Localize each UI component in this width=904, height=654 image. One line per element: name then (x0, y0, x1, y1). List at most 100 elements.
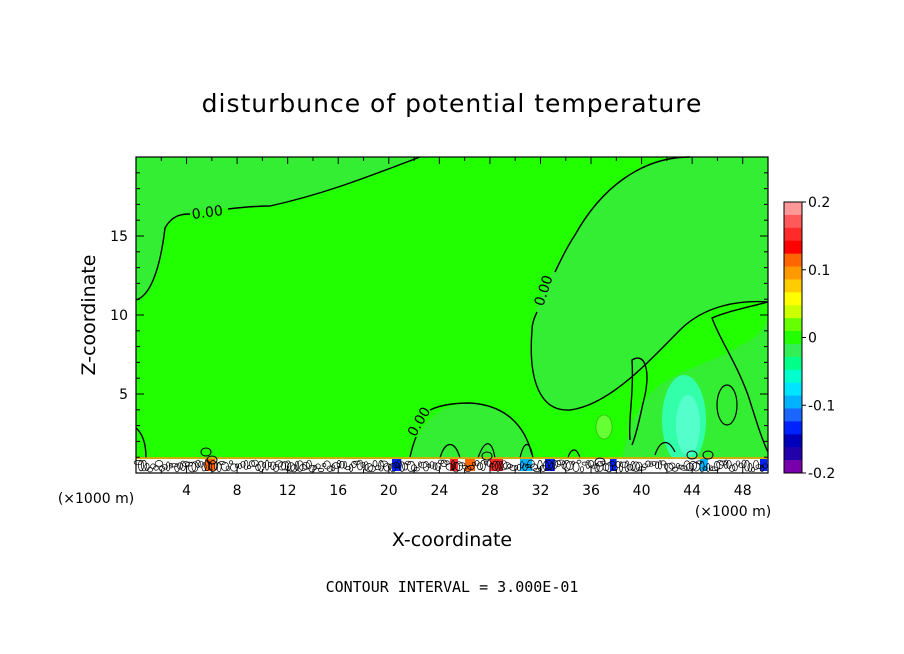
surface-eddy (398, 461, 406, 472)
surface-eddy (695, 460, 703, 465)
colorbar-tick-label: 0.1 (808, 263, 830, 279)
surface-eddy (339, 460, 345, 469)
surface-eddy (153, 465, 159, 471)
surface-eddy (732, 463, 738, 472)
surface-eddy (581, 461, 589, 466)
surface-eddy (246, 465, 252, 469)
surface-eddy (195, 459, 201, 468)
surface-eddy (206, 455, 218, 465)
colorbar-tick-label: 0.2 (808, 195, 830, 211)
contour-loop-small (595, 414, 613, 440)
contour-line-lower-middle (409, 402, 533, 458)
surface-eddy (630, 461, 636, 472)
colorbar (783, 201, 803, 474)
colorbar-swatch (784, 292, 802, 306)
surface-eddy (738, 462, 744, 468)
surface-eddy (728, 464, 736, 472)
surface-blob (205, 459, 216, 471)
colorbar-swatch (784, 343, 802, 358)
surface-eddy (683, 460, 691, 472)
surface-eddy (378, 460, 384, 472)
surface-eddy (563, 459, 571, 472)
region-small-bubble (596, 415, 612, 439)
colorbar-swatch (784, 447, 802, 461)
surface-eddy (467, 465, 475, 470)
x-axis-label: X-coordinate (392, 529, 512, 551)
x-tick-label: 44 (683, 483, 701, 499)
surface-eddy (458, 462, 466, 467)
surface-eddy (180, 460, 186, 472)
surface-eddy (429, 461, 435, 469)
surface-eddy (240, 461, 246, 468)
surface-eddy (608, 460, 616, 467)
surface-eddy (594, 462, 600, 473)
surface-eddy (509, 465, 517, 471)
surface-eddy (162, 463, 168, 470)
surface-eddy (702, 466, 708, 471)
contour-line-lower-right (628, 357, 648, 446)
colorbar-swatch (784, 369, 802, 384)
surface-eddy (418, 461, 422, 468)
surface-eddy (174, 463, 180, 473)
surface-eddy (237, 462, 243, 469)
surface-eddy (626, 464, 634, 471)
surface-eddy (671, 466, 679, 472)
surface-eddy (315, 463, 321, 469)
surface-eddy (483, 460, 489, 466)
surface-eddy (182, 461, 190, 468)
colorbar-swatch (784, 408, 802, 422)
surface-eddy (471, 461, 477, 466)
surface-eddy (543, 460, 549, 472)
surface-eddy (642, 463, 648, 469)
surface-eddy (663, 462, 669, 470)
surface-eddy (686, 450, 698, 460)
surface-eddy (343, 461, 347, 470)
surface-eddy (705, 463, 711, 473)
contour-label-upper-left: 0.00 (191, 203, 224, 223)
surface-eddy (500, 460, 508, 471)
region-near-zero-right (531, 157, 768, 411)
surface-eddy (620, 461, 628, 468)
surface-eddy (317, 468, 325, 472)
surface-eddy (744, 460, 750, 472)
surface-eddy (345, 465, 351, 471)
surface-eddy (405, 460, 411, 466)
y-tick-label: 15 (110, 229, 128, 245)
surface-eddy (406, 460, 416, 472)
surface-eddy (654, 461, 660, 469)
colorbar-swatch (784, 318, 802, 332)
surface-eddy (326, 465, 334, 472)
surface-eddy (651, 460, 657, 466)
surface-eddy (645, 460, 651, 468)
surface-eddy (530, 463, 538, 471)
plot-area: 0.00 0.00 0.00 (133, 156, 769, 474)
surface-eddy (624, 460, 630, 473)
contour-loop-right (716, 384, 738, 426)
x-tick-label: 16 (329, 483, 347, 499)
surface-eddy (177, 462, 183, 470)
contour-line-left-edge (135, 427, 147, 459)
colorbar-ticks: 0.2 0.1 0 -0.1 -0.2 (802, 195, 835, 482)
surface-eddy (330, 464, 336, 472)
surface-eddy (218, 461, 226, 465)
y-axis-label: Z-coordinate (78, 255, 100, 376)
surface-eddy (277, 461, 287, 471)
region-negative-plume-core (676, 395, 700, 455)
surface-eddy (723, 459, 729, 469)
surface-eddy (476, 462, 484, 471)
colorbar-swatch (784, 240, 802, 255)
x-tick-label: 4 (182, 483, 191, 499)
surface-eddy (576, 459, 582, 464)
contour-line-middle-bumps (439, 442, 676, 459)
surface-eddy (200, 447, 212, 457)
surface-eddy (741, 459, 747, 469)
surface-eddy (198, 460, 204, 468)
surface-eddy (274, 460, 284, 468)
surface-blob (450, 459, 458, 471)
surface-eddy (168, 462, 174, 469)
surface-eddy (144, 462, 150, 471)
surface-eddy (566, 461, 574, 470)
surface-eddy (348, 463, 354, 472)
surface-eddy (432, 462, 438, 471)
